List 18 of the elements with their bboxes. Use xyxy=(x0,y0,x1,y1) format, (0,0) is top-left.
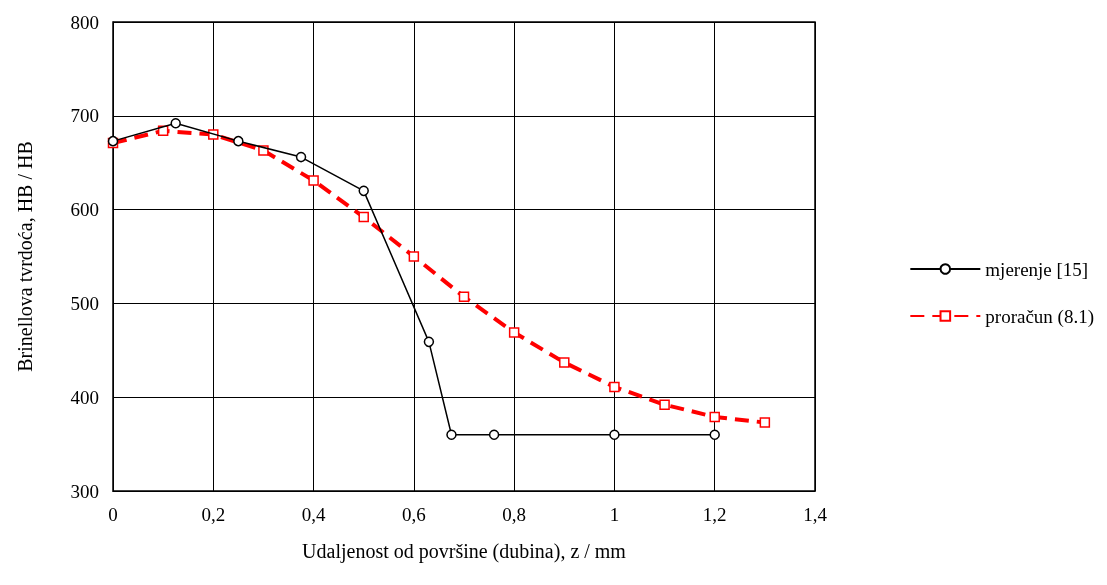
legend-label: proračun (8.1) xyxy=(985,305,1095,328)
x-tick-label: 0,4 xyxy=(301,504,326,525)
x-axis-title: Udaljenost od površine (dubina), z / mm xyxy=(302,540,627,563)
y-tick-label: 500 xyxy=(70,292,99,314)
y-tick-label: 300 xyxy=(70,480,99,502)
y-tick-label: 600 xyxy=(70,199,99,221)
x-tick-label: 0,6 xyxy=(401,504,426,525)
x-tick-label: 1,2 xyxy=(702,504,727,525)
y-tick-label: 800 xyxy=(70,11,99,33)
x-tick-label: 0,8 xyxy=(502,504,527,525)
y-axis-title: Brinellova tvrdoća, HB / HB xyxy=(14,141,36,372)
x-tick-label: 0 xyxy=(108,504,118,525)
y-tick-label: 400 xyxy=(70,386,99,408)
legend-label: mjerenje [15] xyxy=(985,258,1089,280)
x-tick-label: 1 xyxy=(609,504,620,525)
x-tick-label: 1,4 xyxy=(803,504,828,525)
x-tick-label: 0,2 xyxy=(201,504,226,525)
y-tick-label: 700 xyxy=(70,105,99,127)
